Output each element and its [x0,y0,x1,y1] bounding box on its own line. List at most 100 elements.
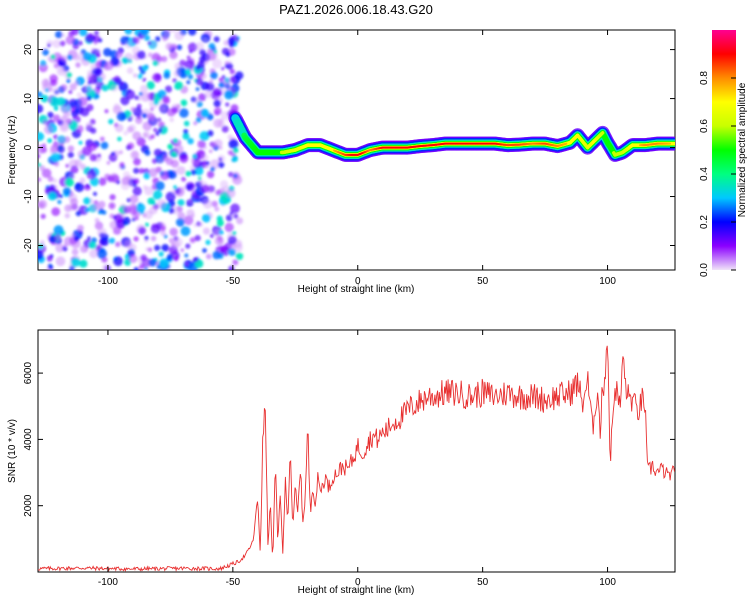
noise-speck [71,248,79,256]
colorbar-gradient [712,30,736,270]
noise-speck [44,78,49,83]
noise-speck [89,249,99,259]
noise-speck [90,203,99,212]
noise-speck [164,30,171,36]
noise-speck [163,174,169,179]
noise-speck [176,44,183,51]
noise-speck [219,180,229,189]
noise-speck [101,210,107,215]
noise-speck [60,84,68,92]
noise-speck [95,48,101,54]
noise-speck [183,129,189,135]
snr-panel: -100 -50 0 50 100 2000 4000 6000 Height of stra… [7,329,676,596]
noise-speck [212,251,221,260]
noise-speck [120,203,127,210]
noise-speck [201,213,211,223]
noise-speck [55,243,65,253]
noise-speck [108,118,114,125]
noise-speck [114,123,124,133]
noise-speck [173,144,184,154]
noise-speck [220,66,225,71]
noise-speck [67,151,74,158]
noise-speck [109,80,113,84]
noise-speck [66,54,73,61]
noise-speck [172,78,177,83]
noise-speck [130,106,136,113]
noise-speck [144,235,149,241]
spectrogram-plot-area [38,30,675,270]
noise-speck [77,96,88,107]
noise-speck [163,234,168,239]
noise-speck [73,55,80,62]
noise-speck [179,108,189,118]
noise-speck [87,236,91,240]
noise-speck [218,230,224,235]
noise-speck [158,251,164,257]
noise-speck [104,109,109,114]
noise-speck [89,153,98,162]
noise-speck [173,255,179,262]
noise-speck [109,173,119,182]
noise-speck [101,84,109,92]
snr-frame [37,329,676,573]
noise-speck [123,130,129,136]
noise-speck [75,62,81,68]
snr-y-axis-label: SNR (10 * v/v) [7,419,18,483]
noise-speck [125,89,136,100]
noise-speck [149,206,158,215]
noise-speck [77,224,84,232]
noise-speck [194,235,201,242]
noise-speck [133,267,139,270]
noise-speck [193,121,198,126]
noise-speck [65,163,70,168]
noise-speck [49,96,60,107]
noise-speck [49,74,58,83]
noise-speck [236,217,244,225]
noise-speck [111,84,118,92]
noise-speck [228,248,236,256]
noise-speck [38,154,41,159]
noise-speck [144,35,151,41]
noise-speck [54,234,62,242]
noise-speck [181,176,187,182]
noise-speck [155,131,160,136]
noise-speck [139,30,150,36]
noise-speck [203,37,208,42]
noise-speck [113,214,123,224]
colorbar-tick-label: 0.0 [699,263,710,277]
noise-speck [202,248,207,253]
noise-speck [62,187,71,196]
noise-speck [195,77,204,86]
noise-speck [74,159,83,167]
noise-speck [90,168,94,172]
noise-speck [225,52,231,57]
noise-speck [116,180,121,185]
noise-speck [158,121,165,129]
noise-speck [147,41,152,46]
noise-speck [204,90,213,99]
noise-speck [209,233,214,238]
noise-speck [162,36,167,42]
noise-speck [51,207,61,217]
noise-speck [232,231,237,236]
noise-speck [47,111,54,119]
noise-speck [53,225,64,236]
noise-speck [223,40,230,46]
noise-speck [142,77,147,82]
noise-speck [95,61,102,68]
noise-speck [135,203,146,213]
noise-speck [40,213,46,219]
noise-speck [233,173,238,179]
noise-speck [38,104,44,114]
noise-speck [65,35,76,45]
noise-speck [225,188,236,199]
noise-speck [124,30,133,35]
noise-speck [187,138,194,145]
noise-speck [228,41,235,48]
noise-speck [161,55,168,63]
noise-speck [224,90,234,100]
noise-speck [129,194,139,204]
noise-speck [67,145,75,152]
noise-speck [55,30,63,39]
